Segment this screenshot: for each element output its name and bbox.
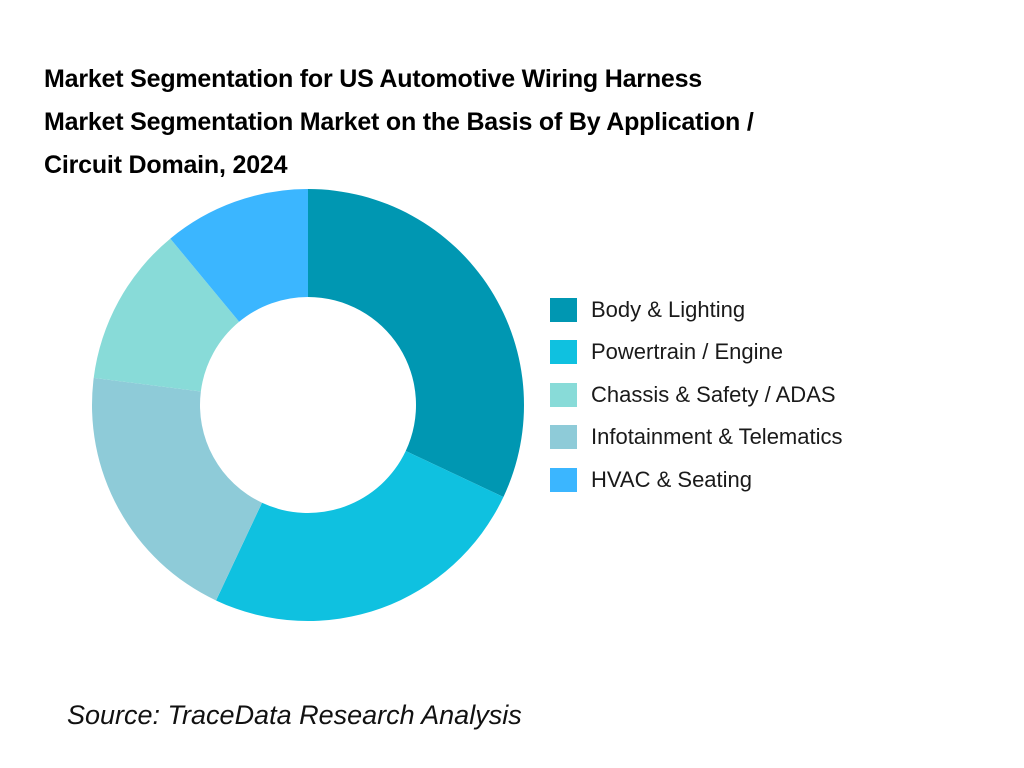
legend-swatch xyxy=(550,382,577,407)
donut-slice-hvac-seating xyxy=(170,189,308,322)
legend-item-chassis-safety-adas: Chassis & Safety / ADAS xyxy=(550,381,843,408)
legend-label: Infotainment & Telematics xyxy=(591,424,843,449)
legend-swatch xyxy=(550,297,577,322)
legend-label: HVAC & Seating xyxy=(591,466,753,492)
donut-slices xyxy=(92,189,524,621)
donut-slice-body-lighting xyxy=(308,189,524,497)
source-note: Source: TraceData Research Analysis xyxy=(67,700,522,730)
legend-item-body-lighting: Body & Lighting xyxy=(550,296,843,323)
legend-item-hvac-seating: HVAC & Seating xyxy=(550,466,843,493)
legend-swatch xyxy=(550,425,577,449)
legend-label: Body & Lighting xyxy=(591,296,746,322)
donut-slice-chassis-safety-adas xyxy=(93,238,240,392)
chart-title: Market Segmentation for US Automotive Wi… xyxy=(44,58,964,187)
title-line-2: Market Segmentation Market on the Basis … xyxy=(44,108,754,136)
title-line-3: Circuit Domain, 2024 xyxy=(44,151,288,179)
legend: Body & Lighting Powertrain / Engine Chas… xyxy=(550,296,843,509)
legend-swatch xyxy=(550,340,577,364)
legend-label: Powertrain / Engine xyxy=(591,339,783,364)
donut-slice-infotainment-telematics xyxy=(92,377,263,601)
title-line-1: Market Segmentation for US Automotive Wi… xyxy=(44,65,702,93)
legend-item-infotainment-telematics: Infotainment & Telematics xyxy=(550,424,843,451)
legend-swatch xyxy=(550,467,577,492)
donut-slice-powertrain-engine xyxy=(216,450,504,621)
legend-label: Chassis & Safety / ADAS xyxy=(591,381,836,407)
legend-item-powertrain-engine: Powertrain / Engine xyxy=(550,339,843,366)
